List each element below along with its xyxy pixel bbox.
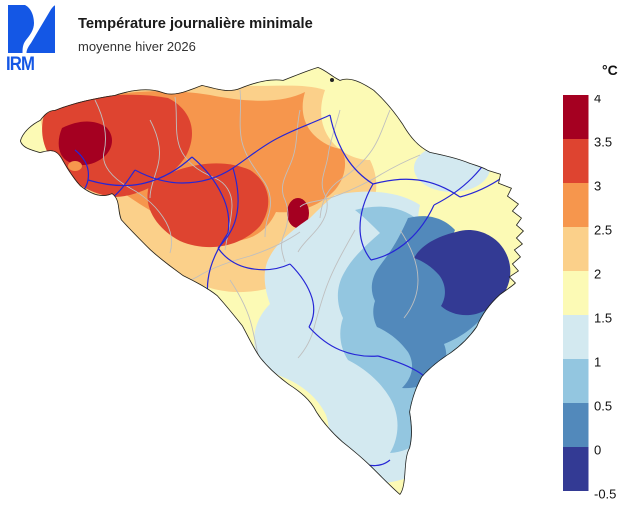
svg-text:3: 3 bbox=[594, 178, 601, 193]
svg-text:3.5: 3.5 bbox=[594, 134, 612, 149]
svg-text:0.5: 0.5 bbox=[594, 398, 612, 413]
svg-text:1.5: 1.5 bbox=[594, 310, 612, 325]
svg-text:2.5: 2.5 bbox=[594, 222, 612, 237]
svg-text:4: 4 bbox=[594, 95, 601, 105]
svg-text:0: 0 bbox=[594, 442, 601, 457]
svg-text:-0.5: -0.5 bbox=[594, 486, 616, 501]
svg-text:1: 1 bbox=[594, 354, 601, 369]
svg-text:2: 2 bbox=[594, 266, 601, 281]
